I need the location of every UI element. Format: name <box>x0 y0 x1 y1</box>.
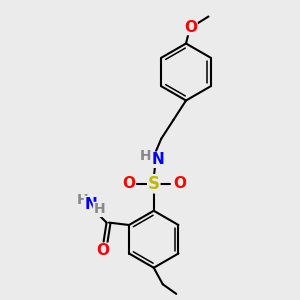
Text: O: O <box>97 243 110 258</box>
Text: H: H <box>77 194 88 207</box>
Text: O: O <box>184 20 197 34</box>
Text: S: S <box>148 175 160 193</box>
Text: H: H <box>140 149 152 163</box>
Text: O: O <box>173 176 186 191</box>
Text: N: N <box>85 196 97 211</box>
Text: H: H <box>94 202 105 216</box>
Text: O: O <box>122 176 135 191</box>
Text: N: N <box>151 152 164 167</box>
